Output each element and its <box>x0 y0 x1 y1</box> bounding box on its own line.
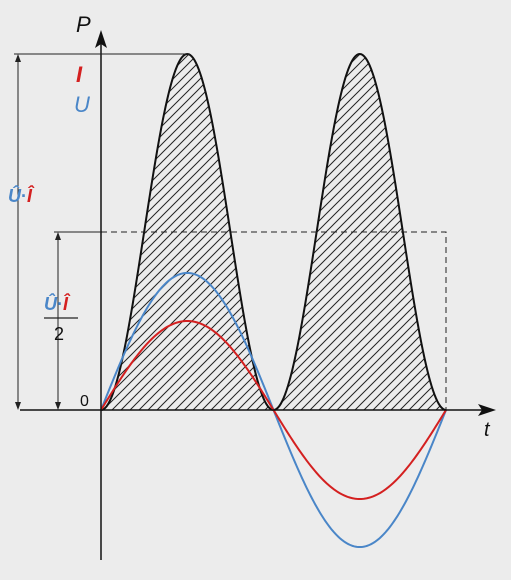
mean-product-label: Û·Î <box>44 293 71 314</box>
x-axis-label: t <box>484 419 491 441</box>
legend-voltage-label: U <box>74 92 90 117</box>
peak-dot: · <box>21 186 27 206</box>
origin-label: 0 <box>80 393 89 410</box>
mean-denominator: 2 <box>54 324 64 344</box>
legend-current-label: I <box>76 62 83 87</box>
mean-power-dashed-line <box>101 231 447 410</box>
peak-i-hat: Î <box>27 185 35 206</box>
peak-u-hat: Û <box>8 185 22 206</box>
y-axis-arrow-icon <box>95 30 107 48</box>
peak-product-label: Û·Î <box>8 185 35 206</box>
mean-u-hat: Û <box>44 293 58 314</box>
x-axis-arrow-icon <box>478 404 496 416</box>
mean-dot: · <box>57 294 63 314</box>
mean-i-hat: Î <box>63 293 71 314</box>
y-axis-label: P <box>76 12 91 37</box>
